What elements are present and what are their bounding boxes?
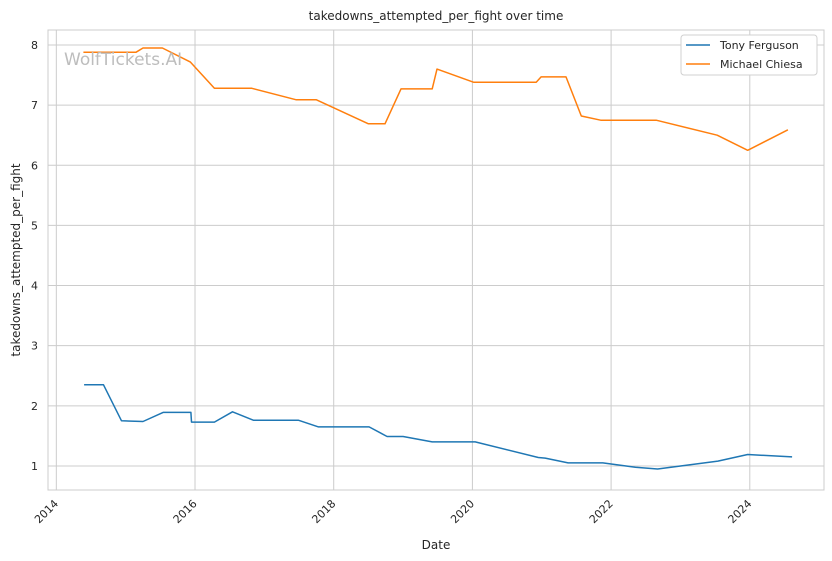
y-tick-label: 8 [31, 39, 38, 52]
series-line-michael-chiesa [83, 47, 789, 152]
y-tick-label: 2 [31, 400, 38, 413]
y-tick-label: 7 [31, 99, 38, 112]
y-tick-label: 3 [31, 340, 38, 353]
watermark: WolfTickets.AI [64, 50, 182, 70]
x-axis-label: Date [422, 538, 451, 552]
y-tick-label: 1 [31, 460, 38, 473]
x-tick-label: 2022 [587, 497, 616, 526]
y-tick-label: 5 [31, 219, 38, 232]
y-axis-label: takedowns_attempted_per_fight [9, 163, 23, 356]
tick-labels: 2014 2016 2018 2020 2022 2024 1 2 3 4 5 6 7 8 [31, 39, 755, 526]
legend: Tony Ferguson Michael Chiesa [680, 34, 818, 76]
x-tick-label: 2016 [171, 497, 200, 526]
x-tick-label: 2020 [448, 497, 477, 526]
legend-label-michael-chiesa: Michael Chiesa [720, 58, 803, 71]
legend-label-tony-ferguson: Tony Ferguson [719, 39, 799, 52]
x-tick-label: 2014 [32, 497, 61, 526]
plot-frame [47, 29, 825, 491]
y-tick-label: 4 [31, 280, 38, 293]
series-line-tony-ferguson [84, 384, 793, 470]
chart-title: takedowns_attempted_per_fight over time [309, 9, 564, 23]
x-tick-label: 2018 [309, 497, 338, 526]
legend-box [680, 34, 818, 76]
y-tick-label: 6 [31, 159, 38, 172]
series-layer [83, 47, 793, 470]
x-tick-label: 2024 [726, 497, 755, 526]
grid [48, 30, 824, 490]
